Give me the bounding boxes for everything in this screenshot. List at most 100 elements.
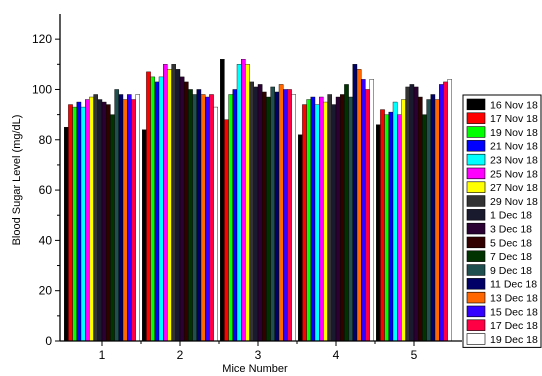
legend-label: 5 Dec 18 [490,237,532,249]
legend-swatch [466,140,486,152]
bar-3-17 [287,89,292,342]
bars-group [63,59,453,342]
bar-4-15 [356,69,362,342]
y-tick-label: 0 [45,334,52,348]
legend-label: 19 Nov 18 [490,127,538,139]
bar-4-3 [306,99,312,342]
bar-2-4 [154,81,160,342]
legend: 16 Nov 18 17 Nov 18 19 Nov 18 21 Nov 18 23 N… [462,94,542,348]
legend-swatch [466,250,486,262]
bar-1-2 [68,104,73,342]
bar-4-8 [327,94,333,342]
y-tick-label: 60 [39,183,53,197]
bar-1-6 [84,99,90,342]
bar-3-7 [245,64,250,342]
x-tick-label: 4 [333,348,340,362]
bar-4-1 [298,134,303,342]
bar-1-13 [114,89,119,342]
x-axis-label: Mice Number [222,363,288,375]
legend-swatch [466,112,486,124]
legend-swatch [466,195,486,207]
bar-4-18 [369,79,375,342]
bar-4-16 [361,79,366,342]
ticks-group: 0 20 40 60 80 100 120 1 2 3 4 5 [32,32,418,362]
y-tick-label: 40 [39,233,53,247]
x-tick-label: 1 [99,348,106,362]
bar-5-10 [413,86,419,342]
bar-3-10 [257,84,263,342]
bar-4-12 [344,84,349,342]
bar-3-3 [228,94,234,342]
bar-1-15 [122,99,128,342]
x-tick-label: 5 [411,348,418,362]
bar-2-7 [167,69,172,342]
bar-2-9 [175,69,181,342]
bar-5-8 [405,86,411,342]
legend-label: 13 Dec 18 [490,293,538,305]
bar-2-13 [192,94,198,342]
bar-4-4 [310,96,316,342]
legend-swatch [466,236,486,249]
legend-swatch [466,181,486,193]
bar-5-15 [434,99,440,342]
bar-2-3 [150,76,156,342]
bar-5-7 [401,99,406,342]
bar-1-11 [105,104,111,342]
bar-5-1 [376,124,381,342]
bar-2-8 [171,64,177,342]
legend-swatch [466,319,486,331]
legend-swatch [466,209,486,221]
bar-2-15 [200,94,206,342]
bar-5-4 [388,111,394,342]
bar-5-18 [447,79,453,342]
legend-swatch [466,305,486,318]
legend-swatch [466,278,486,290]
legend-label: 23 Nov 18 [490,155,538,167]
bar-3-16 [283,89,288,342]
bar-5-6 [397,114,402,342]
bar-2-18 [213,106,219,342]
bar-5-17 [443,81,448,342]
legend-label: 17 Nov 18 [490,113,538,125]
bar-3-13 [270,86,276,342]
bar-2-10 [179,76,185,342]
bar-3-9 [253,86,259,342]
bar-2-12 [188,89,193,342]
legend-swatch [466,222,486,235]
bar-4-14 [352,64,358,342]
legend-label: 17 Dec 18 [490,320,538,332]
bar-1-14 [118,94,124,342]
bar-4-2 [302,104,307,342]
legend-label: 29 Nov 18 [490,196,538,208]
y-tick-label: 80 [39,133,53,147]
bar-3-6 [240,59,246,342]
legend-label: 15 Dec 18 [490,306,538,318]
legend-swatch [466,153,486,166]
legend-label: 7 Dec 18 [490,251,532,263]
bar-3-14 [274,91,280,342]
bar-3-12 [266,96,271,342]
legend-label: 3 Dec 18 [490,224,532,236]
legend-label: 9 Dec 18 [490,265,532,277]
bar-4-7 [323,101,328,342]
legend-swatch [466,333,486,345]
bar-2-2 [146,71,151,342]
legend-swatch [466,98,486,111]
legend-label: 11 Dec 18 [490,279,537,291]
bar-4-17 [365,89,370,342]
bar-3-8 [249,81,255,342]
bar-1-7 [89,96,94,342]
bar-5-3 [384,114,390,342]
bar-5-5 [392,101,398,342]
bar-2-1 [141,129,147,342]
bar-1-12 [110,114,115,342]
bar-4-5 [314,104,320,342]
bar-3-5 [236,64,242,342]
legend-swatch [466,291,486,304]
y-axis-label: Blood Sugar Level (mg/dL) [11,115,23,246]
bar-1-8 [93,94,98,342]
bar-3-11 [262,91,267,342]
legend-label: 21 Nov 18 [490,141,538,153]
bar-2-16 [204,96,210,342]
